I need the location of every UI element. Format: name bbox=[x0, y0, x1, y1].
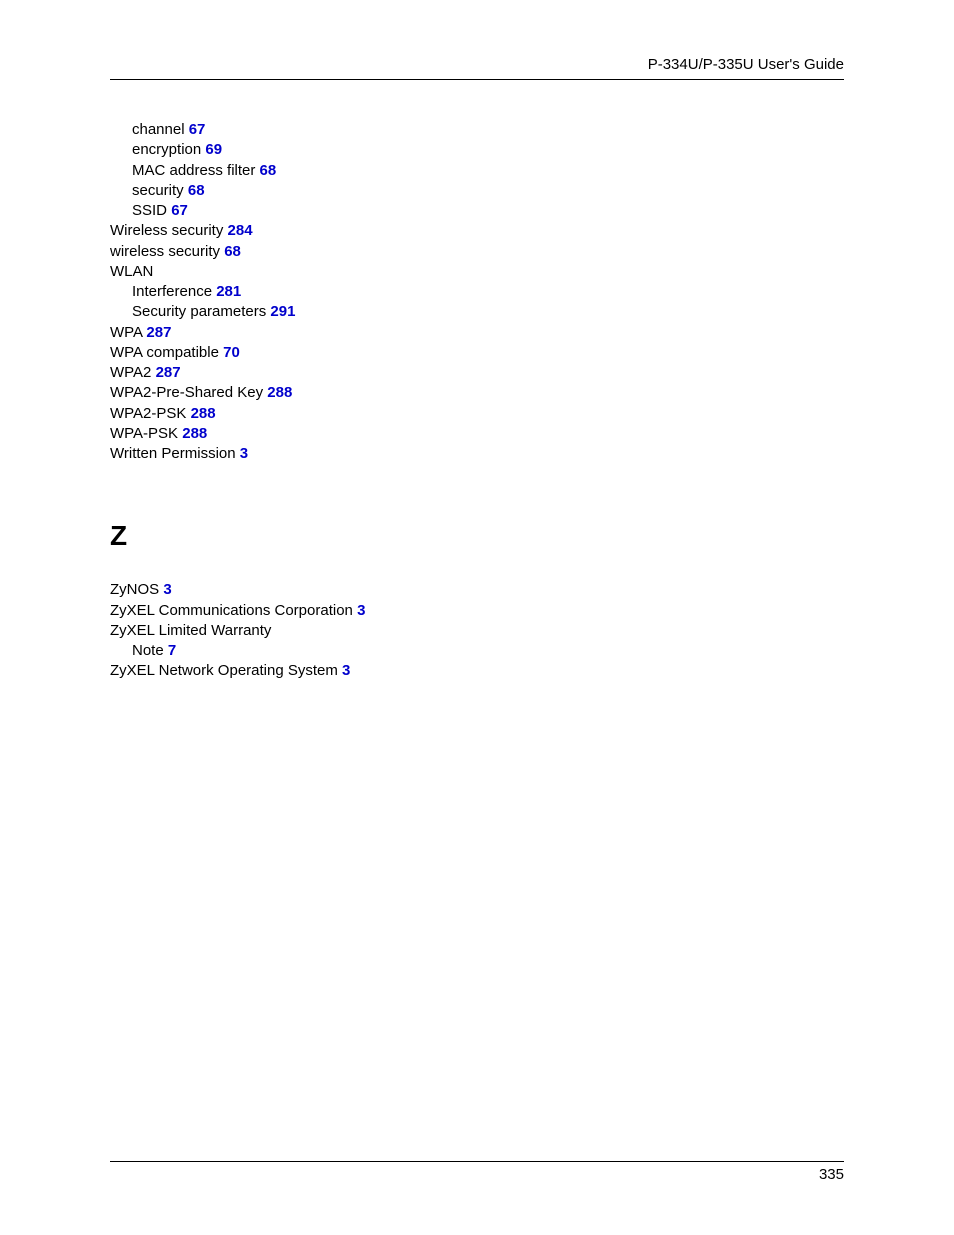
index-entry-text: Wireless security bbox=[110, 222, 223, 239]
page-number: 335 bbox=[819, 1166, 844, 1183]
index-entry-text: ZyXEL Network Operating System bbox=[110, 662, 338, 679]
index-entry: WPA2-Pre-Shared Key 288 bbox=[110, 383, 844, 403]
page-ref-link[interactable]: 7 bbox=[168, 642, 176, 659]
index-entry-text: WPA-PSK bbox=[110, 425, 178, 442]
page-ref-link[interactable]: 68 bbox=[260, 162, 277, 179]
index-entry: WPA compatible 70 bbox=[110, 343, 844, 363]
page-ref-link[interactable]: 287 bbox=[156, 364, 181, 381]
index-entry: wireless security 68 bbox=[110, 242, 844, 262]
page-ref-link[interactable]: 287 bbox=[146, 324, 171, 341]
page-ref-link[interactable]: 288 bbox=[267, 384, 292, 401]
index-entry: WLAN bbox=[110, 262, 844, 282]
index-entry: Interference 281 bbox=[110, 282, 844, 302]
index-entry-text: WPA bbox=[110, 324, 142, 341]
page-ref-link[interactable]: 68 bbox=[224, 243, 241, 260]
index-entry-text: encryption bbox=[132, 141, 201, 158]
index-body: channel 67encryption 69MAC address filte… bbox=[110, 120, 844, 682]
index-entry: WPA-PSK 288 bbox=[110, 424, 844, 444]
index-entry-text: WPA2-Pre-Shared Key bbox=[110, 384, 263, 401]
page-ref-link[interactable]: 3 bbox=[240, 445, 248, 462]
page-ref-link[interactable]: 288 bbox=[182, 425, 207, 442]
page-ref-link[interactable]: 291 bbox=[270, 303, 295, 320]
index-entry: channel 67 bbox=[110, 120, 844, 140]
section-heading: Z bbox=[110, 520, 844, 552]
page-ref-link[interactable]: 281 bbox=[216, 283, 241, 300]
page-ref-link[interactable]: 3 bbox=[342, 662, 350, 679]
index-entry: MAC address filter 68 bbox=[110, 161, 844, 181]
page-ref-link[interactable]: 67 bbox=[171, 202, 188, 219]
index-entry-text: security bbox=[132, 182, 184, 199]
index-entry: Wireless security 284 bbox=[110, 221, 844, 241]
page-ref-link[interactable]: 3 bbox=[163, 581, 171, 598]
index-entry: SSID 67 bbox=[110, 201, 844, 221]
index-entry: WPA 287 bbox=[110, 323, 844, 343]
page-header: P-334U/P-335U User's Guide bbox=[110, 56, 844, 80]
index-entry: ZyNOS 3 bbox=[110, 580, 844, 600]
header-title: P-334U/P-335U User's Guide bbox=[648, 56, 844, 73]
page-ref-link[interactable]: 284 bbox=[228, 222, 253, 239]
index-entry: Written Permission 3 bbox=[110, 444, 844, 464]
index-entry-text: ZyXEL Limited Warranty bbox=[110, 622, 271, 639]
index-entry: Note 7 bbox=[110, 641, 844, 661]
index-entry-text: WPA compatible bbox=[110, 344, 219, 361]
page-ref-link[interactable]: 288 bbox=[191, 405, 216, 422]
index-entry-text: ZyXEL Communications Corporation bbox=[110, 602, 353, 619]
index-entry: security 68 bbox=[110, 181, 844, 201]
index-entry: WPA2-PSK 288 bbox=[110, 404, 844, 424]
page-ref-link[interactable]: 70 bbox=[223, 344, 240, 361]
index-entry-text: Interference bbox=[132, 283, 212, 300]
index-entry-text: wireless security bbox=[110, 243, 220, 260]
index-entry-text: ZyNOS bbox=[110, 581, 159, 598]
index-entry-text: Security parameters bbox=[132, 303, 266, 320]
index-entry: ZyXEL Network Operating System 3 bbox=[110, 661, 844, 681]
index-entry: encryption 69 bbox=[110, 140, 844, 160]
index-entry-text: MAC address filter bbox=[132, 162, 255, 179]
page-footer: 335 bbox=[110, 1161, 844, 1183]
index-entry-text: channel bbox=[132, 121, 185, 138]
index-entry-text: WLAN bbox=[110, 263, 153, 280]
index-entry: ZyXEL Communications Corporation 3 bbox=[110, 601, 844, 621]
index-entry: ZyXEL Limited Warranty bbox=[110, 621, 844, 641]
document-page: P-334U/P-335U User's Guide channel 67enc… bbox=[0, 0, 954, 1235]
index-entry-text: Written Permission bbox=[110, 445, 236, 462]
page-ref-link[interactable]: 68 bbox=[188, 182, 205, 199]
index-entry-text: Note bbox=[132, 642, 164, 659]
index-entry: Security parameters 291 bbox=[110, 302, 844, 322]
index-entry: WPA2 287 bbox=[110, 363, 844, 383]
index-entry-text: SSID bbox=[132, 202, 167, 219]
page-ref-link[interactable]: 3 bbox=[357, 602, 365, 619]
page-ref-link[interactable]: 69 bbox=[205, 141, 222, 158]
page-ref-link[interactable]: 67 bbox=[189, 121, 206, 138]
index-entry-text: WPA2 bbox=[110, 364, 151, 381]
index-entry-text: WPA2-PSK bbox=[110, 405, 186, 422]
